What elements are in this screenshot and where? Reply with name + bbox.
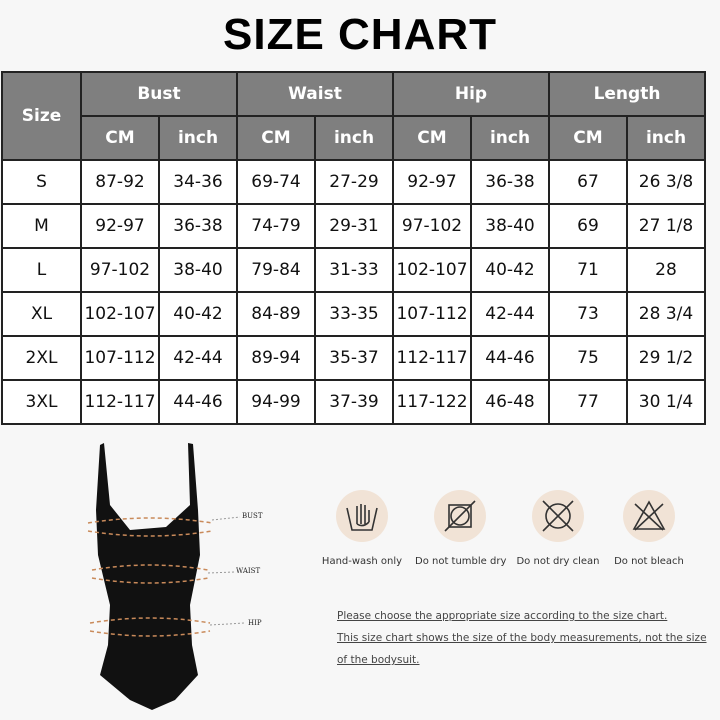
table-row: XL 102-107 40-42 84-89 33-35 107-112 42-44 73 28… xyxy=(1,291,706,337)
measurement-cell: 28 3/4 xyxy=(626,291,706,337)
note-line: of the bodysuit. xyxy=(337,654,420,666)
measurement-cell: 44-46 xyxy=(470,335,550,381)
measurement-cell: 102-107 xyxy=(392,247,472,293)
measurement-cell: 26 3/8 xyxy=(626,159,706,205)
care-no-bleach: Do not bleach xyxy=(604,490,694,567)
group-header: Bust xyxy=(80,71,238,117)
group-header: Hip xyxy=(392,71,550,117)
measurement-cell: 33-35 xyxy=(314,291,394,337)
note-line: This size chart shows the size of the bo… xyxy=(337,632,707,644)
page-title: SIZE CHART xyxy=(223,10,497,59)
table-row: 2XL 107-112 42-44 89-94 35-37 112-117 44-46 75 2… xyxy=(1,335,706,381)
no-bleach-icon xyxy=(632,500,666,531)
no-tumble-dry-icon xyxy=(444,500,476,532)
size-cell: 3XL xyxy=(1,379,82,425)
measurement-cell: 29-31 xyxy=(314,203,394,249)
bodysuit-image xyxy=(87,443,246,710)
unit-header: CM xyxy=(236,115,316,161)
hand-wash-icon xyxy=(346,504,378,531)
bust-label: BUST xyxy=(242,512,263,520)
measurement-cell: 40-42 xyxy=(470,247,550,293)
measurement-cell: 44-46 xyxy=(158,379,238,425)
hip-label: HIP xyxy=(248,619,262,627)
no-dry-clean-icon xyxy=(542,500,574,532)
measurement-cell: 97-102 xyxy=(80,247,160,293)
measurement-cell: 46-48 xyxy=(470,379,550,425)
measurement-cell: 102-107 xyxy=(80,291,160,337)
measurement-cell: 28 xyxy=(626,247,706,293)
measurement-cell: 69-74 xyxy=(236,159,316,205)
care-no-dry-clean: Do not dry clean xyxy=(513,490,603,567)
measurement-cell: 112-117 xyxy=(80,379,160,425)
measurement-cell: 36-38 xyxy=(158,203,238,249)
size-cell: 2XL xyxy=(1,335,82,381)
measurement-cell: 71 xyxy=(548,247,628,293)
measurement-cell: 87-92 xyxy=(80,159,160,205)
measurement-cell: 36-38 xyxy=(470,159,550,205)
waist-label: WAIST xyxy=(236,567,261,575)
measurement-cell: 107-112 xyxy=(392,291,472,337)
group-header: Length xyxy=(548,71,706,117)
measurement-cell: 69 xyxy=(548,203,628,249)
measurement-cell: 38-40 xyxy=(158,247,238,293)
unit-header: inch xyxy=(470,115,550,161)
care-no-tumble-dry: Do not tumble dry xyxy=(415,490,506,567)
unit-header: inch xyxy=(158,115,238,161)
table-row: L 97-102 38-40 79-84 31-33 102-107 40-42 71 28 xyxy=(1,247,706,293)
unit-header: inch xyxy=(626,115,706,161)
measurement-cell: 84-89 xyxy=(236,291,316,337)
table-row: M 92-97 36-38 74-79 29-31 97-102 38-40 69 27 1/8 xyxy=(1,203,706,249)
measurement-cell: 42-44 xyxy=(158,335,238,381)
size-cell: S xyxy=(1,159,82,205)
measurement-cell: 94-99 xyxy=(236,379,316,425)
measurement-cell: 117-122 xyxy=(392,379,472,425)
group-header: Waist xyxy=(236,71,394,117)
measurement-cell: 30 1/4 xyxy=(626,379,706,425)
measurement-cell: 89-94 xyxy=(236,335,316,381)
care-hand-wash: Hand-wash only xyxy=(317,490,407,567)
measurement-cell: 92-97 xyxy=(392,159,472,205)
measurement-cell: 42-44 xyxy=(470,291,550,337)
size-cell: L xyxy=(1,247,82,293)
unit-header: CM xyxy=(392,115,472,161)
size-table: Size Bust Waist Hip Length CM inch CM inch C… xyxy=(1,71,706,425)
size-header: Size xyxy=(1,71,82,161)
measurement-cell: 35-37 xyxy=(314,335,394,381)
measurement-cell: 92-97 xyxy=(80,203,160,249)
measurement-cell: 75 xyxy=(548,335,628,381)
note-line: Please choose the appropriate size accor… xyxy=(337,610,668,622)
measurement-cell: 40-42 xyxy=(158,291,238,337)
measurement-cell: 74-79 xyxy=(236,203,316,249)
table-row: S 87-92 34-36 69-74 27-29 92-97 36-38 67 26 3/8 xyxy=(1,159,706,205)
measurement-cell: 34-36 xyxy=(158,159,238,205)
measurement-cell: 97-102 xyxy=(392,203,472,249)
measurement-cell: 67 xyxy=(548,159,628,205)
measurement-cell: 29 1/2 xyxy=(626,335,706,381)
measurement-cell: 38-40 xyxy=(470,203,550,249)
measurement-cell: 77 xyxy=(548,379,628,425)
table-row: 3XL 112-117 44-46 94-99 37-39 117-122 46-48 77 3… xyxy=(1,379,706,425)
measurement-cell: 112-117 xyxy=(392,335,472,381)
unit-header: inch xyxy=(314,115,394,161)
measurement-cell: 107-112 xyxy=(80,335,160,381)
size-cell: M xyxy=(1,203,82,249)
measurement-cell: 37-39 xyxy=(314,379,394,425)
measurement-cell: 31-33 xyxy=(314,247,394,293)
measurement-cell: 27-29 xyxy=(314,159,394,205)
unit-header: CM xyxy=(80,115,160,161)
measurement-cell: 73 xyxy=(548,291,628,337)
size-cell: XL xyxy=(1,291,82,337)
measurement-cell: 27 1/8 xyxy=(626,203,706,249)
unit-header: CM xyxy=(548,115,628,161)
measurement-cell: 79-84 xyxy=(236,247,316,293)
